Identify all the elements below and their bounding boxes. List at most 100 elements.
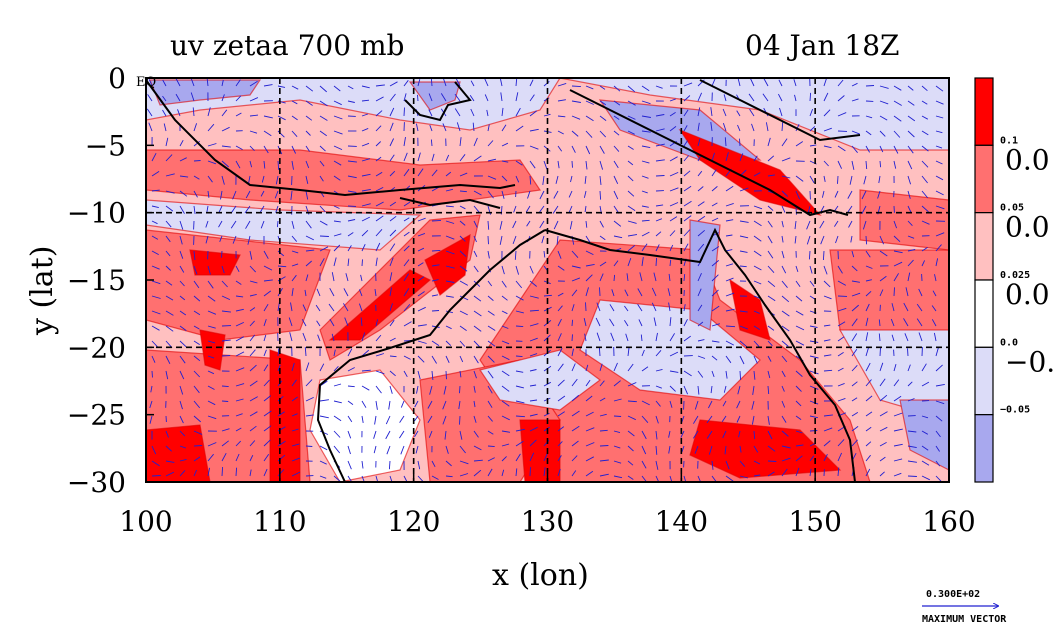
wind-vector — [417, 152, 421, 162]
wind-vector — [669, 475, 673, 482]
field-contour-28 — [899, 399, 949, 471]
wind-vector — [879, 85, 889, 89]
wind-vector — [767, 385, 770, 395]
wind-vector — [501, 310, 508, 315]
wind-vector — [473, 370, 477, 379]
wind-vector — [891, 334, 895, 342]
wind-vector — [304, 289, 307, 297]
wind-vector — [655, 231, 662, 237]
wind-vector — [220, 190, 223, 200]
wind-vector — [529, 295, 539, 299]
wind-vector — [809, 400, 819, 405]
wind-vector — [541, 235, 545, 244]
wind-vector — [921, 115, 929, 120]
wind-vector — [193, 456, 201, 462]
wind-vector — [427, 400, 433, 409]
wind-vector — [753, 355, 758, 364]
wind-vector — [291, 115, 298, 121]
wind-vector — [529, 399, 538, 402]
wind-vector — [487, 220, 490, 230]
wind-vector — [669, 244, 674, 252]
wind-vector — [893, 115, 902, 122]
wind-vector — [795, 280, 801, 288]
wind-vector — [837, 452, 843, 462]
wind-vector — [277, 265, 287, 268]
wind-vector — [557, 468, 561, 477]
wind-vector — [851, 333, 858, 342]
wind-vector — [305, 445, 313, 447]
wind-vector — [725, 370, 728, 379]
wind-vector — [319, 399, 329, 402]
wind-vector — [512, 235, 517, 245]
wind-vector — [851, 280, 860, 283]
wind-vector — [655, 475, 660, 482]
wind-vector — [624, 305, 629, 312]
wind-vector — [470, 80, 475, 87]
wind-vector — [221, 400, 229, 402]
wind-vector — [389, 243, 396, 252]
wind-vector — [625, 333, 629, 342]
wind-vector — [557, 379, 565, 387]
wind-vector — [513, 205, 517, 213]
wind-vector — [739, 355, 745, 365]
wind-vector — [389, 337, 396, 342]
wind-vector — [319, 100, 328, 107]
wind-vector — [389, 385, 393, 394]
wind-vector — [165, 205, 174, 212]
wind-vector — [624, 289, 629, 297]
wind-vector — [473, 340, 481, 348]
wind-vector — [931, 319, 937, 327]
wind-vector — [751, 415, 755, 425]
wind-vector — [837, 307, 847, 312]
wind-vector — [753, 445, 759, 453]
wind-vector — [808, 250, 811, 260]
wind-vector — [431, 460, 436, 468]
wind-vector — [722, 122, 727, 132]
wind-vector — [627, 100, 636, 106]
wind-vector — [905, 287, 909, 297]
wind-vector — [249, 97, 259, 102]
y-tick-label: −25 — [67, 399, 126, 432]
wind-vector — [515, 428, 525, 432]
wind-vector — [809, 430, 818, 432]
colorbar-tick-label: −0.05 — [1000, 405, 1030, 416]
wind-vector — [865, 426, 872, 432]
wind-vector — [221, 280, 228, 288]
wind-vector — [837, 280, 847, 286]
wind-vector — [333, 85, 341, 92]
wind-vector — [459, 137, 462, 147]
chart-title-right: 04 Jan 18Z — [745, 29, 899, 62]
colorbar-big-label: 0.0 — [1005, 211, 1050, 244]
wind-vector — [557, 292, 564, 297]
wind-vector — [737, 385, 741, 395]
wind-vector — [235, 336, 245, 342]
wind-vector — [865, 454, 871, 462]
wind-vector — [571, 378, 578, 387]
wind-vector — [683, 215, 692, 222]
wind-vector — [431, 219, 442, 222]
wind-vector — [921, 85, 928, 92]
wind-vector — [921, 100, 928, 105]
wind-vector — [865, 379, 872, 387]
x-tick-label: 130 — [521, 505, 574, 538]
wind-vector — [221, 175, 225, 185]
wind-vector — [360, 274, 363, 282]
wind-vector — [403, 370, 408, 378]
wind-vector — [305, 190, 309, 200]
wind-vector — [809, 280, 815, 287]
wind-vector — [459, 473, 469, 477]
wind-vector — [319, 130, 327, 137]
wind-vector — [722, 108, 727, 117]
wind-vector — [515, 415, 525, 418]
wind-vector — [487, 158, 497, 162]
wind-vector — [179, 235, 183, 245]
wind-vector — [599, 413, 607, 417]
wind-vector — [165, 355, 171, 365]
wind-vector — [305, 130, 311, 136]
wind-vector — [626, 273, 629, 282]
wind-vector — [445, 220, 455, 224]
wind-vector — [403, 355, 411, 360]
wind-vector — [598, 347, 601, 357]
wind-vector — [473, 469, 482, 477]
wind-vector — [151, 250, 159, 255]
